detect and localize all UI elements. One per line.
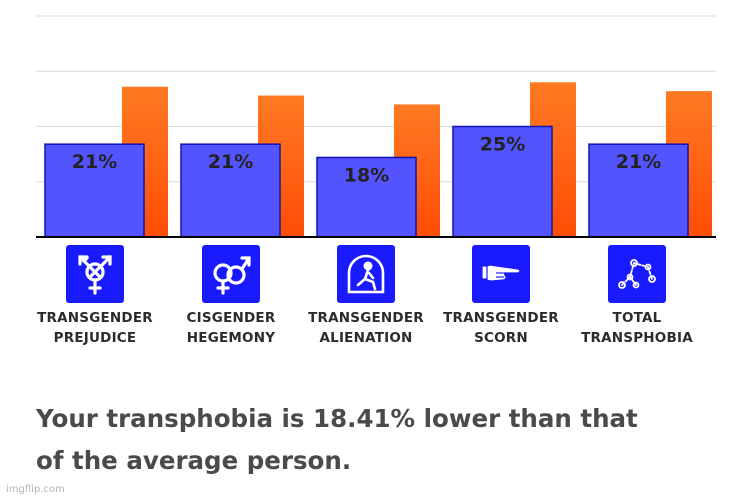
bar-you xyxy=(452,125,553,238)
category-label: TRANSGENDER PREJUDICE xyxy=(37,310,153,346)
bar-value-label: 25% xyxy=(480,134,525,156)
category-label: TRANSGENDER ALIENATION xyxy=(308,310,424,346)
bar-you xyxy=(316,156,417,238)
result-caption: Your transphobia is 18.41% lower than th… xyxy=(36,398,726,482)
bar-value-label: 21% xyxy=(616,151,661,173)
caption-line-2: of the average person. xyxy=(36,446,352,475)
bar-chart: 21% 21% 18% 25% 21% xyxy=(36,15,716,238)
category-label: CISGENDER HEGEMONY xyxy=(186,310,276,346)
bars: 21% 21% 18% 25% 21% xyxy=(44,82,712,238)
constellation-icon xyxy=(608,245,666,303)
bar-value-label: 21% xyxy=(72,151,117,173)
isolated-person-icon xyxy=(337,245,395,303)
transgender-symbol-icon xyxy=(66,245,124,303)
bar-value-label: 18% xyxy=(344,164,389,186)
category-label: TRANSGENDER SCORN xyxy=(443,310,559,346)
pointing-hand-icon xyxy=(472,245,530,303)
bar-value-label: 21% xyxy=(208,151,253,173)
bar-you xyxy=(588,143,689,238)
category-label: TOTAL TRANSPHOBIA xyxy=(581,310,693,346)
male-female-symbol-icon xyxy=(202,245,260,303)
bar-you xyxy=(180,143,281,238)
watermark: imgflip.com xyxy=(6,484,65,495)
caption-line-1: Your transphobia is 18.41% lower than th… xyxy=(36,404,638,433)
